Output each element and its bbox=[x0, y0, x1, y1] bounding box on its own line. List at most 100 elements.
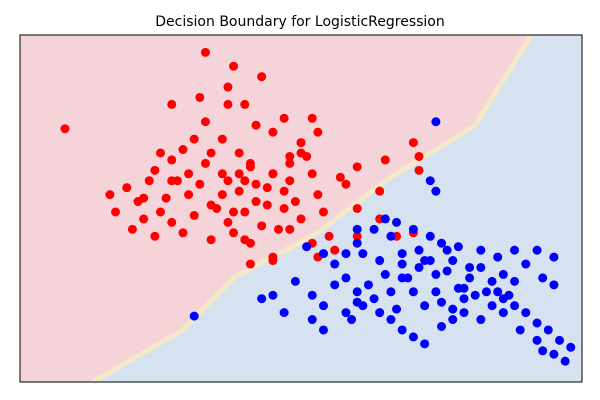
data-point bbox=[380, 269, 390, 279]
data-point bbox=[510, 276, 520, 286]
data-point bbox=[549, 252, 559, 262]
data-point bbox=[150, 165, 160, 175]
data-point bbox=[549, 349, 559, 359]
data-point bbox=[313, 127, 323, 137]
data-point bbox=[330, 259, 340, 269]
data-point bbox=[318, 207, 328, 217]
data-point bbox=[341, 273, 351, 283]
data-point bbox=[161, 193, 171, 203]
data-point bbox=[408, 287, 418, 297]
data-point bbox=[493, 287, 503, 297]
data-point bbox=[431, 269, 441, 279]
data-point bbox=[262, 183, 272, 193]
data-point bbox=[150, 231, 160, 241]
data-point bbox=[510, 245, 520, 255]
data-point bbox=[223, 82, 233, 92]
data-point bbox=[257, 221, 267, 231]
data-point bbox=[127, 224, 137, 234]
data-point bbox=[437, 238, 446, 248]
data-point bbox=[307, 113, 317, 123]
data-point bbox=[352, 204, 362, 213]
data-point bbox=[318, 249, 328, 259]
decision-boundary bbox=[91, 33, 534, 385]
data-point bbox=[324, 231, 334, 241]
data-point bbox=[543, 325, 553, 335]
data-point bbox=[234, 148, 244, 158]
data-point bbox=[274, 224, 284, 234]
data-point bbox=[268, 169, 278, 179]
data-point bbox=[352, 297, 362, 307]
data-point bbox=[105, 190, 115, 200]
data-point bbox=[498, 308, 508, 318]
data-point bbox=[549, 280, 559, 290]
data-point bbox=[251, 120, 261, 130]
data-point bbox=[262, 200, 272, 210]
data-point bbox=[212, 204, 222, 213]
data-point bbox=[178, 228, 188, 238]
data-point bbox=[414, 165, 424, 175]
data-point bbox=[217, 190, 227, 200]
data-point bbox=[532, 318, 542, 328]
data-point bbox=[431, 117, 441, 127]
data-point bbox=[380, 155, 390, 165]
data-point bbox=[251, 197, 261, 207]
data-point bbox=[403, 273, 413, 283]
data-point bbox=[257, 72, 267, 82]
chart-title: Decision Boundary for LogisticRegression bbox=[155, 14, 444, 30]
data-point bbox=[290, 197, 300, 207]
data-point bbox=[195, 92, 205, 102]
data-point bbox=[229, 207, 239, 217]
data-point bbox=[156, 207, 165, 217]
data-point bbox=[515, 325, 525, 335]
data-point bbox=[223, 176, 233, 186]
data-point bbox=[240, 176, 250, 186]
data-point bbox=[442, 266, 452, 276]
data-point bbox=[285, 224, 295, 234]
data-point bbox=[245, 162, 255, 172]
data-point bbox=[470, 290, 480, 300]
data-point bbox=[487, 276, 497, 286]
data-point bbox=[139, 214, 149, 224]
data-point bbox=[234, 169, 244, 179]
data-point bbox=[352, 224, 362, 234]
data-point bbox=[465, 262, 475, 272]
data-point bbox=[555, 335, 565, 345]
data-point bbox=[251, 179, 261, 189]
data-point bbox=[408, 138, 418, 148]
data-point bbox=[431, 287, 441, 297]
data-point bbox=[386, 231, 396, 241]
data-point bbox=[302, 242, 312, 252]
data-point bbox=[296, 214, 306, 224]
data-point bbox=[217, 134, 227, 144]
data-point bbox=[414, 151, 424, 161]
data-point bbox=[318, 301, 328, 311]
data-point bbox=[510, 301, 520, 311]
data-point bbox=[392, 217, 402, 227]
data-point bbox=[414, 262, 424, 272]
data-point bbox=[448, 304, 458, 314]
data-point bbox=[425, 231, 435, 241]
data-point bbox=[229, 61, 239, 71]
data-point bbox=[431, 186, 441, 196]
data-point bbox=[566, 342, 576, 352]
data-point bbox=[285, 176, 295, 186]
data-point bbox=[459, 283, 469, 293]
data-point bbox=[459, 308, 469, 318]
data-point bbox=[493, 252, 503, 262]
data-point bbox=[200, 117, 210, 127]
data-point bbox=[453, 242, 463, 252]
data-point bbox=[296, 148, 306, 158]
data-point bbox=[307, 169, 317, 179]
data-point bbox=[167, 155, 177, 165]
data-point bbox=[318, 325, 328, 335]
data-point bbox=[341, 308, 351, 318]
data-point bbox=[538, 346, 548, 356]
data-point bbox=[437, 297, 446, 307]
data-point bbox=[532, 245, 542, 255]
data-point bbox=[442, 245, 452, 255]
data-point bbox=[184, 169, 194, 179]
data-point bbox=[144, 176, 154, 186]
data-point bbox=[167, 217, 177, 227]
data-point bbox=[234, 186, 244, 196]
data-point bbox=[425, 256, 435, 266]
